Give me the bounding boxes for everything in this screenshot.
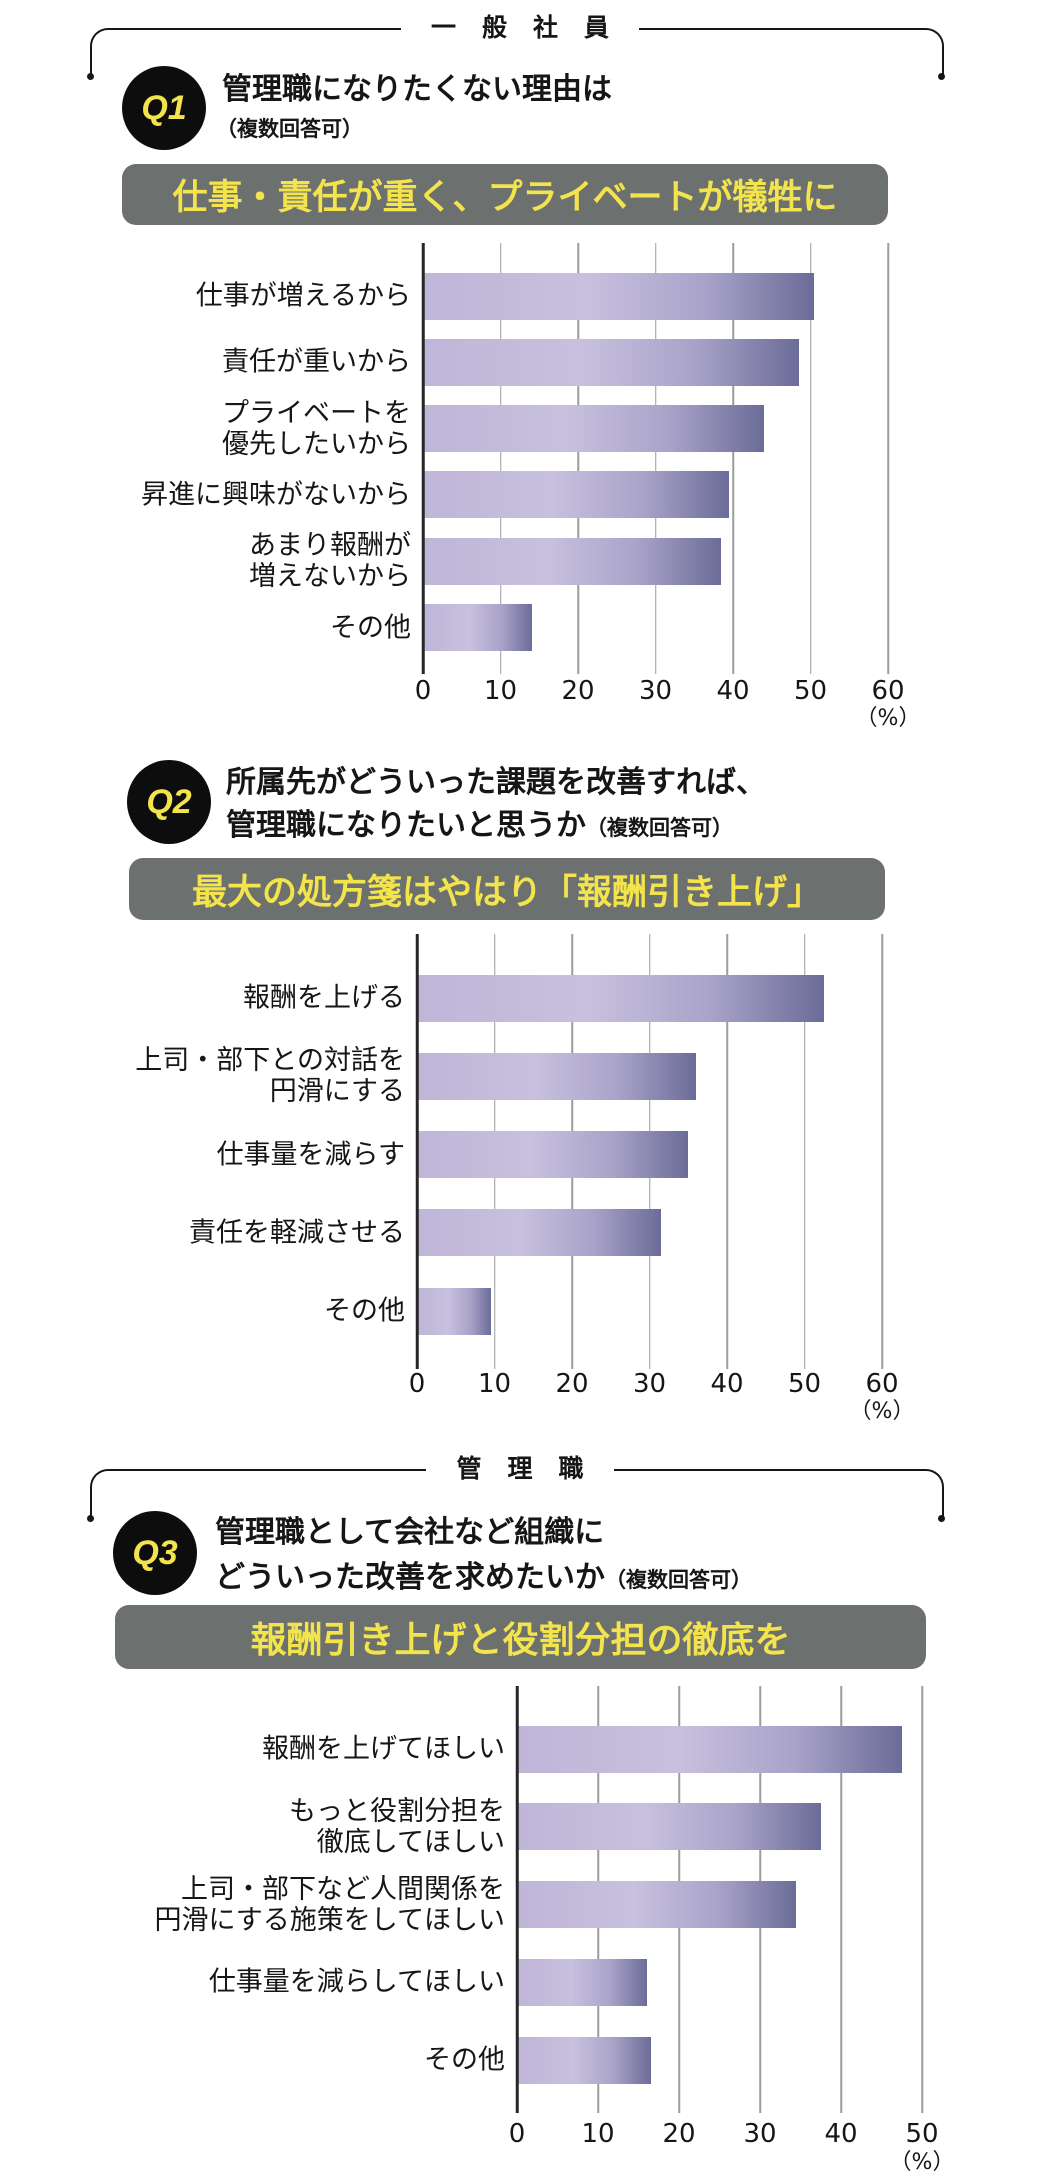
x-tick-label: 30 bbox=[743, 2119, 777, 2149]
category-label: 仕事量を減らしてほしい bbox=[208, 1966, 505, 1998]
multiple-answer-note: （複数回答可） bbox=[605, 1568, 752, 1592]
x-tick-label: 60 bbox=[865, 1369, 899, 1399]
group-header: 一般社員 bbox=[0, 13, 1040, 42]
question-title: 所属先がどういった課題を改善すれば、 bbox=[226, 765, 766, 800]
axis-unit-label: （%） bbox=[889, 2150, 955, 2175]
headline-banner: 最大の処方箋はやはり「報酬引き上げ」 bbox=[129, 858, 885, 920]
gridline bbox=[654, 243, 657, 674]
category-label: プライベートを 優先したいから bbox=[222, 397, 411, 460]
bar bbox=[417, 1287, 491, 1335]
bar bbox=[517, 1881, 797, 1929]
x-tick-label: 0 bbox=[414, 676, 432, 706]
question-title-line2: どういった改善を求めたいか（複数回答可） bbox=[215, 1561, 752, 1597]
axis-unit-label: （%） bbox=[855, 706, 921, 731]
category-label: 上司・部下など人間関係を 円滑にする施策をしてほしい bbox=[154, 1873, 505, 1936]
category-label: その他 bbox=[424, 2044, 505, 2076]
x-tick-label: 0 bbox=[508, 2119, 526, 2149]
x-tick-label: 50 bbox=[905, 2119, 939, 2149]
bar bbox=[423, 537, 722, 585]
x-axis-baseline bbox=[421, 243, 425, 674]
x-tick-label: 60 bbox=[871, 676, 905, 706]
bar bbox=[423, 604, 532, 651]
bracket-end-dot bbox=[938, 73, 945, 80]
bar-chart-q2: 0 10 20 30 40 50 60 報酬を上げる上司・部下との対話を 円滑にする仕事量を減… bbox=[135, 934, 914, 1423]
group-header: 管理職 bbox=[0, 1454, 1040, 1483]
gridline bbox=[726, 934, 728, 1369]
x-tick-label: 10 bbox=[581, 2119, 615, 2149]
category-label: もっと役割分担を 徹底してほしい bbox=[289, 1795, 505, 1858]
bar bbox=[423, 471, 730, 519]
category-label: 報酬を上げてほしい bbox=[262, 1733, 505, 1765]
bar bbox=[517, 1725, 902, 1773]
category-label: 仕事量を減らす bbox=[216, 1139, 405, 1171]
x-tick-label: 30 bbox=[638, 676, 673, 706]
x-tick-label: 10 bbox=[483, 676, 518, 706]
bar bbox=[423, 405, 764, 453]
gridline bbox=[809, 243, 812, 674]
bar bbox=[517, 1803, 821, 1851]
category-label: 上司・部下との対話を 円滑にする bbox=[135, 1045, 405, 1108]
category-label: その他 bbox=[330, 612, 411, 643]
question-title: 管理職として会社など組織に bbox=[215, 1515, 605, 1550]
gridline bbox=[577, 243, 579, 674]
gridline bbox=[887, 243, 889, 674]
bar bbox=[417, 1209, 662, 1257]
group-header-text: 一般社員 bbox=[400, 13, 639, 42]
category-label: その他 bbox=[324, 1295, 405, 1327]
x-tick-label: 30 bbox=[632, 1369, 667, 1399]
question-badge: Q2 bbox=[127, 760, 211, 844]
question-title-line2: 管理職になりたいと思うか（複数回答可） bbox=[226, 809, 733, 845]
x-tick-label: 50 bbox=[787, 1369, 822, 1399]
bar bbox=[417, 1052, 696, 1100]
gridline bbox=[921, 1686, 923, 2113]
category-label: あまり報酬が 増えないから bbox=[249, 530, 411, 593]
x-tick-label: 40 bbox=[710, 1369, 744, 1399]
headline-banner: 報酬引き上げと役割分担の徹底を bbox=[115, 1605, 926, 1669]
gridline bbox=[732, 243, 734, 674]
bar-chart-q1: 0 10 20 30 40 50 60 仕事が増えるから責任が重いからプライベートを 優先した… bbox=[141, 243, 920, 730]
multiple-answer-note: （複数回答可） bbox=[216, 117, 363, 141]
multiple-answer-note: （複数回答可） bbox=[586, 816, 733, 840]
bar bbox=[417, 1131, 689, 1179]
group-header-text: 管理職 bbox=[426, 1454, 614, 1483]
x-tick-label: 20 bbox=[662, 2119, 696, 2149]
x-tick-label: 50 bbox=[793, 676, 828, 706]
bar bbox=[517, 1958, 647, 2006]
gridline bbox=[803, 934, 806, 1369]
question-title-text: 管理職になりたいと思うか bbox=[226, 808, 586, 843]
headline-text: 報酬引き上げと役割分担の徹底を bbox=[250, 1620, 791, 1661]
gridline bbox=[499, 243, 502, 674]
x-tick-label: 0 bbox=[408, 1369, 426, 1399]
headline-banner: 仕事・責任が重く、プライベートが犠牲に bbox=[122, 164, 888, 225]
category-label: 責任が重いから bbox=[222, 346, 411, 378]
category-label: 昇進に興味がないから bbox=[141, 479, 411, 511]
x-axis-baseline bbox=[515, 1686, 519, 2113]
x-tick-label: 20 bbox=[555, 1369, 589, 1399]
question-title: 管理職になりたくない理由は bbox=[222, 72, 612, 107]
bar bbox=[423, 272, 815, 320]
headline-text: 仕事・責任が重く、プライベートが犠牲に bbox=[172, 178, 838, 218]
category-label: 責任を軽減させる bbox=[189, 1217, 405, 1249]
x-tick-label: 10 bbox=[477, 1369, 512, 1399]
question-title-text: どういった改善を求めたいか bbox=[215, 1560, 605, 1595]
question-badge: Q3 bbox=[113, 1511, 197, 1595]
bracket-end-dot bbox=[87, 73, 94, 80]
bar-chart-q3: 0 10 20 30 40 50 報酬を上げてほしいもっと役割分担を 徹底してほしい上司・部… bbox=[155, 1686, 954, 2174]
bar bbox=[423, 338, 799, 386]
x-tick-label: 20 bbox=[561, 676, 595, 706]
x-tick-label: 40 bbox=[716, 676, 750, 706]
gridline bbox=[840, 1686, 842, 2113]
question-badge: Q1 bbox=[122, 66, 206, 150]
axis-unit-label: （%） bbox=[849, 1399, 915, 1424]
bar bbox=[417, 974, 824, 1022]
category-label: 報酬を上げる bbox=[243, 982, 405, 1014]
bracket-end-dot bbox=[938, 1515, 945, 1522]
gridline bbox=[881, 934, 883, 1369]
x-axis-baseline bbox=[415, 934, 419, 1369]
bar bbox=[517, 2036, 651, 2084]
x-tick-label: 40 bbox=[824, 2119, 858, 2149]
headline-text: 最大の処方箋はやはり「報酬引き上げ」 bbox=[191, 872, 822, 913]
bracket-end-dot bbox=[87, 1515, 94, 1522]
category-label: 仕事が増えるから bbox=[195, 280, 411, 312]
